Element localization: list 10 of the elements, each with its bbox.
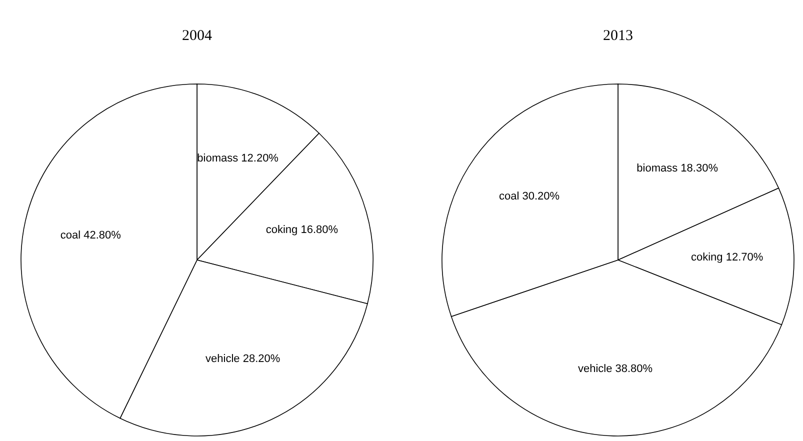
slice-label: vehicle 38.80% bbox=[578, 362, 653, 375]
slice-label: biomass 12.20% bbox=[197, 152, 279, 165]
slice-label: coal 42.80% bbox=[60, 229, 122, 242]
slice-label: vehicle 28.20% bbox=[206, 352, 280, 365]
chart-title: 2013 bbox=[603, 28, 633, 44]
slice-label: coking 12.70% bbox=[691, 252, 764, 264]
chart-title: 2004 bbox=[182, 28, 212, 44]
slice-label: coking 16.80% bbox=[266, 224, 338, 236]
slice-label: coal 30.20% bbox=[499, 190, 560, 202]
slice-label: biomass 18.30% bbox=[636, 162, 718, 174]
